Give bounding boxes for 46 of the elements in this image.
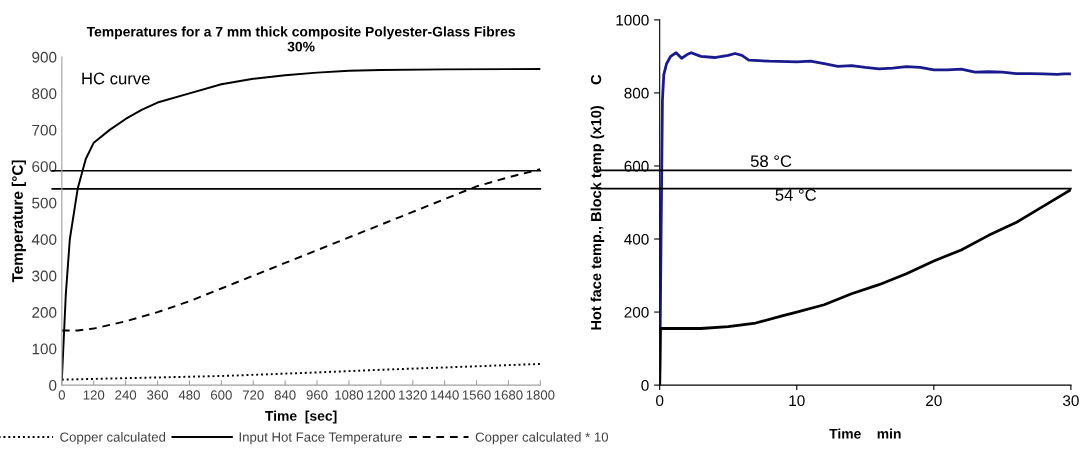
x-tick-label: 120 xyxy=(83,390,105,400)
chart-title: Temperatures for a 7 mm thick composite Polyester-Glass Fibres 30% xyxy=(86,26,515,52)
legend-label: Input Hot Face Temperature xyxy=(239,432,402,445)
legend-label: Copper calculated * 10 xyxy=(475,432,609,445)
x-tick-label: 840 xyxy=(274,390,296,400)
y-tick-label: 800 xyxy=(32,88,57,100)
x-tick-label: 240 xyxy=(115,390,137,400)
y-tick-label: 800 xyxy=(624,87,649,99)
y-tick-label: 200 xyxy=(32,307,57,318)
x-tick-label: 1200 xyxy=(367,390,395,400)
x-tick-label: 960 xyxy=(306,390,328,400)
y-tick-label: 200 xyxy=(624,306,649,318)
y-tick-label: 1000 xyxy=(616,14,649,26)
ref-line-label: 58 °C xyxy=(750,155,792,168)
x-tick-label: 1320 xyxy=(399,390,427,400)
y-axis-title: Temperature [°C] xyxy=(11,160,26,283)
y-tick-label: 400 xyxy=(31,234,57,245)
x-tick-label: 1080 xyxy=(335,390,364,400)
y-tick-label: 500 xyxy=(32,197,57,209)
y-tick-label: 600 xyxy=(32,161,57,173)
x-tick-label: 720 xyxy=(242,390,264,400)
y-tick-label: 0 xyxy=(49,379,57,391)
x-axis-title: Time min xyxy=(829,428,901,439)
y-tick-label: 0 xyxy=(641,379,649,391)
x-tick-label: 360 xyxy=(147,390,169,400)
x-tick-label: 30 xyxy=(1062,395,1079,407)
x-tick-label: 1800 xyxy=(526,390,555,400)
y-tick-label: 400 xyxy=(624,233,649,245)
x-axis-title: Time [sec] xyxy=(265,410,337,424)
x-tick-label: 1560 xyxy=(462,390,491,400)
y-tick-label: 900 xyxy=(32,51,57,63)
y-tick-label: 700 xyxy=(32,124,57,136)
annotation: HC curve xyxy=(82,72,150,85)
x-tick-label: 20 xyxy=(926,395,942,407)
x-tick-label: 480 xyxy=(178,390,200,400)
x-tick-label: 1680 xyxy=(494,390,523,400)
legend-label: Copper calculated xyxy=(60,432,166,445)
x-tick-label: 0 xyxy=(656,395,664,407)
x-tick-label: 1440 xyxy=(430,390,459,400)
x-tick-label: 600 xyxy=(211,390,232,400)
y-axis-title: Hot face temp., Block temp (x10) C xyxy=(590,74,605,330)
y-tick-label: 300 xyxy=(32,270,57,282)
y-tick-label: 100 xyxy=(32,343,57,355)
x-tick-label: 10 xyxy=(789,395,805,407)
ref-line-label: 54 °C xyxy=(775,189,817,201)
x-tick-label: 0 xyxy=(58,390,65,400)
